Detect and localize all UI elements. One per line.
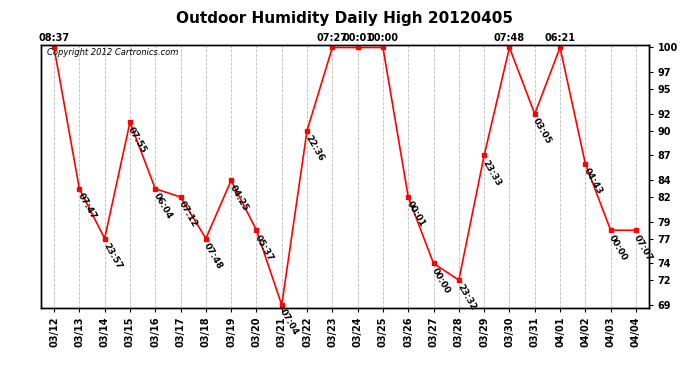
Text: Outdoor Humidity Daily High 20120405: Outdoor Humidity Daily High 20120405 (177, 11, 513, 26)
Text: 06:21: 06:21 (544, 33, 575, 44)
Text: 08:37: 08:37 (39, 33, 70, 44)
Text: 05:37: 05:37 (253, 233, 275, 262)
Text: 04:25: 04:25 (228, 183, 250, 213)
Text: 00:01: 00:01 (342, 33, 373, 44)
Text: 00:00: 00:00 (430, 266, 452, 295)
Text: 07:04: 07:04 (278, 308, 300, 337)
Text: 07:55: 07:55 (126, 125, 148, 154)
Text: 23:57: 23:57 (101, 242, 124, 271)
Text: 07:48: 07:48 (494, 33, 525, 44)
Text: 04:43: 04:43 (582, 166, 604, 196)
Text: 07:12: 07:12 (177, 200, 199, 229)
Text: 06:04: 06:04 (152, 192, 174, 220)
Text: 07:27: 07:27 (317, 33, 348, 44)
Text: 07:47: 07:47 (76, 192, 98, 221)
Text: 23:33: 23:33 (480, 158, 502, 188)
Text: 07:48: 07:48 (202, 242, 224, 271)
Text: 03:05: 03:05 (531, 117, 553, 146)
Text: 00:01: 00:01 (404, 200, 426, 229)
Text: 07:07: 07:07 (632, 233, 654, 262)
Text: 23:32: 23:32 (455, 283, 477, 312)
Text: 00:00: 00:00 (368, 33, 398, 44)
Text: Copyright 2012 Cartronics.com: Copyright 2012 Cartronics.com (48, 48, 179, 57)
Text: 22:36: 22:36 (304, 134, 326, 163)
Text: 00:00: 00:00 (607, 233, 629, 262)
